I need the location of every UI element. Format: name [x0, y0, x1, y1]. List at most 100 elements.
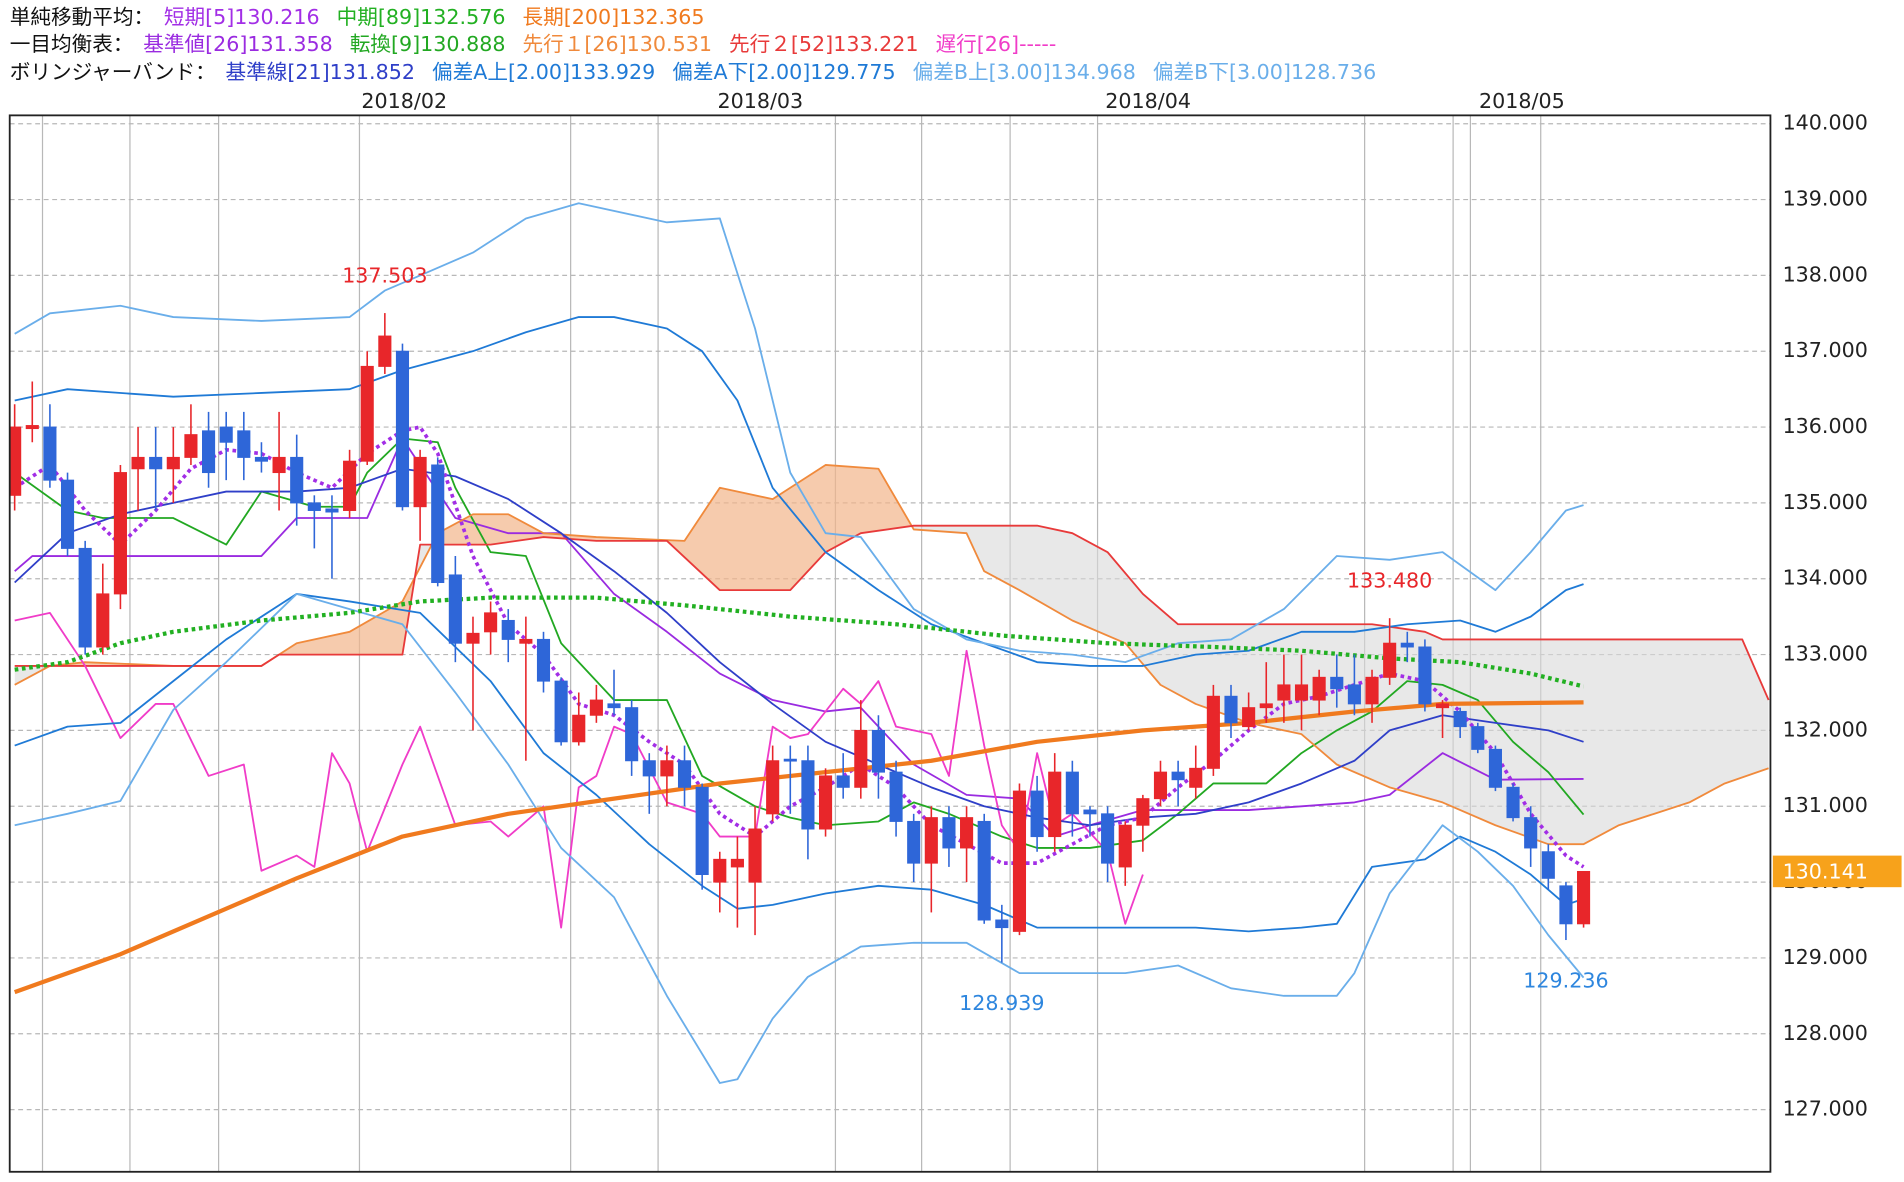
candle-body — [395, 350, 410, 508]
candle-body — [1277, 684, 1291, 701]
candle-body — [166, 456, 180, 470]
data-label: 137.503 — [342, 264, 427, 288]
candle-body — [836, 775, 850, 788]
y-tick-label: 140.000 — [1783, 111, 1868, 135]
candle-body — [625, 707, 639, 762]
legend-entry: 偏差A上[2.00]133.929 — [432, 60, 655, 84]
candle-body — [254, 456, 269, 462]
candle-body — [1365, 676, 1379, 705]
candle-body — [589, 699, 603, 716]
candle-body — [1435, 703, 1450, 709]
candle-body — [924, 817, 938, 864]
price-tag-label: 130.141 — [1783, 860, 1868, 884]
x-tick-label: 2018/04 — [1105, 89, 1191, 113]
candle-body — [854, 729, 868, 788]
candle-body — [871, 729, 885, 773]
candle-body — [730, 858, 744, 868]
legend-entry: 長期[200]132.365 — [522, 5, 704, 29]
y-tick-label: 132.000 — [1783, 717, 1868, 741]
y-tick-label: 139.000 — [1783, 187, 1868, 211]
legend-entry: 短期[5]130.216 — [164, 5, 320, 29]
candle-body — [607, 703, 621, 709]
candle-body — [1453, 710, 1467, 728]
candle-body — [237, 430, 251, 458]
y-tick-label: 133.000 — [1783, 642, 1868, 666]
legend-entry: 転換[9]130.888 — [350, 32, 506, 56]
candle-body — [343, 460, 357, 511]
candle-body — [1189, 767, 1203, 788]
plot — [9, 115, 1771, 1172]
legend-group-label: 一目均衡表： — [10, 32, 134, 56]
legend-entry: 遅行[26]----- — [936, 32, 1057, 56]
legend-entry: 偏差A下[2.00]129.775 — [672, 60, 895, 84]
x-tick-label: 2018/03 — [717, 89, 803, 113]
candle-body — [1471, 726, 1485, 750]
candle-body — [1030, 790, 1044, 838]
candle-body — [307, 502, 321, 511]
candle-body — [1400, 642, 1414, 648]
candle-body — [96, 593, 110, 648]
candle-body — [572, 714, 586, 743]
candle-body — [149, 456, 163, 470]
candle-body — [1259, 703, 1273, 709]
y-tick-label: 129.000 — [1783, 945, 1868, 969]
candle-body — [78, 547, 92, 648]
candle-body — [660, 760, 674, 777]
candle-body — [131, 456, 145, 470]
legend-group-label: ボリンジャーバンド： — [10, 60, 216, 84]
candle-body — [783, 758, 797, 762]
y-tick-label: 136.000 — [1783, 414, 1868, 438]
candle-body — [748, 828, 762, 883]
legend-entry: 基準線[21]131.852 — [225, 60, 415, 84]
candle-body — [519, 638, 533, 644]
candle-body — [1541, 851, 1555, 879]
candle-body — [677, 760, 692, 788]
candle-body — [1330, 676, 1344, 690]
candle-body — [501, 619, 515, 640]
candle-body — [1224, 695, 1238, 724]
candle-body — [995, 919, 1009, 929]
candle-body — [1347, 684, 1361, 705]
y-tick-label: 131.000 — [1783, 793, 1868, 817]
data-label: 128.939 — [959, 991, 1044, 1015]
candle-body — [713, 858, 727, 883]
indicator-line — [14, 593, 1585, 1084]
candle-body — [1242, 707, 1256, 728]
candle-body — [907, 820, 921, 864]
candle-body — [43, 426, 57, 481]
candle-body — [360, 365, 374, 462]
candle-body — [1048, 771, 1062, 838]
candle-body — [219, 426, 233, 443]
candle-body — [889, 771, 903, 822]
candle-body — [325, 508, 339, 513]
candle-body — [1101, 813, 1115, 864]
y-tick-label: 134.000 — [1783, 566, 1868, 590]
candle-body — [942, 817, 956, 849]
candle-body — [1153, 771, 1168, 800]
legend-entry: 基準値[26]131.358 — [143, 32, 333, 56]
candle-body — [801, 760, 815, 830]
y-tick-label: 135.000 — [1783, 490, 1868, 514]
candle-body — [1488, 748, 1502, 788]
candle-body — [378, 335, 392, 367]
price-tag — [1772, 855, 1902, 888]
candle-body — [9, 426, 22, 496]
candle-body — [695, 786, 709, 875]
legend-group-label: 単純移動平均： — [10, 5, 154, 29]
candle-body — [1524, 817, 1538, 849]
indicator-line — [14, 202, 1584, 664]
candle-body — [184, 434, 198, 458]
candle-body — [202, 430, 216, 474]
indicator-line — [14, 524, 1770, 701]
legend-entry: 中期[89]132.576 — [337, 5, 506, 29]
candle-body — [1312, 676, 1326, 701]
candle-body — [413, 456, 427, 508]
indicator-line — [14, 611, 1144, 929]
candle-body — [25, 425, 39, 430]
candle-body — [448, 574, 462, 644]
candle-body — [1206, 695, 1220, 769]
candle-body — [431, 464, 445, 584]
candle-body — [1065, 771, 1079, 815]
